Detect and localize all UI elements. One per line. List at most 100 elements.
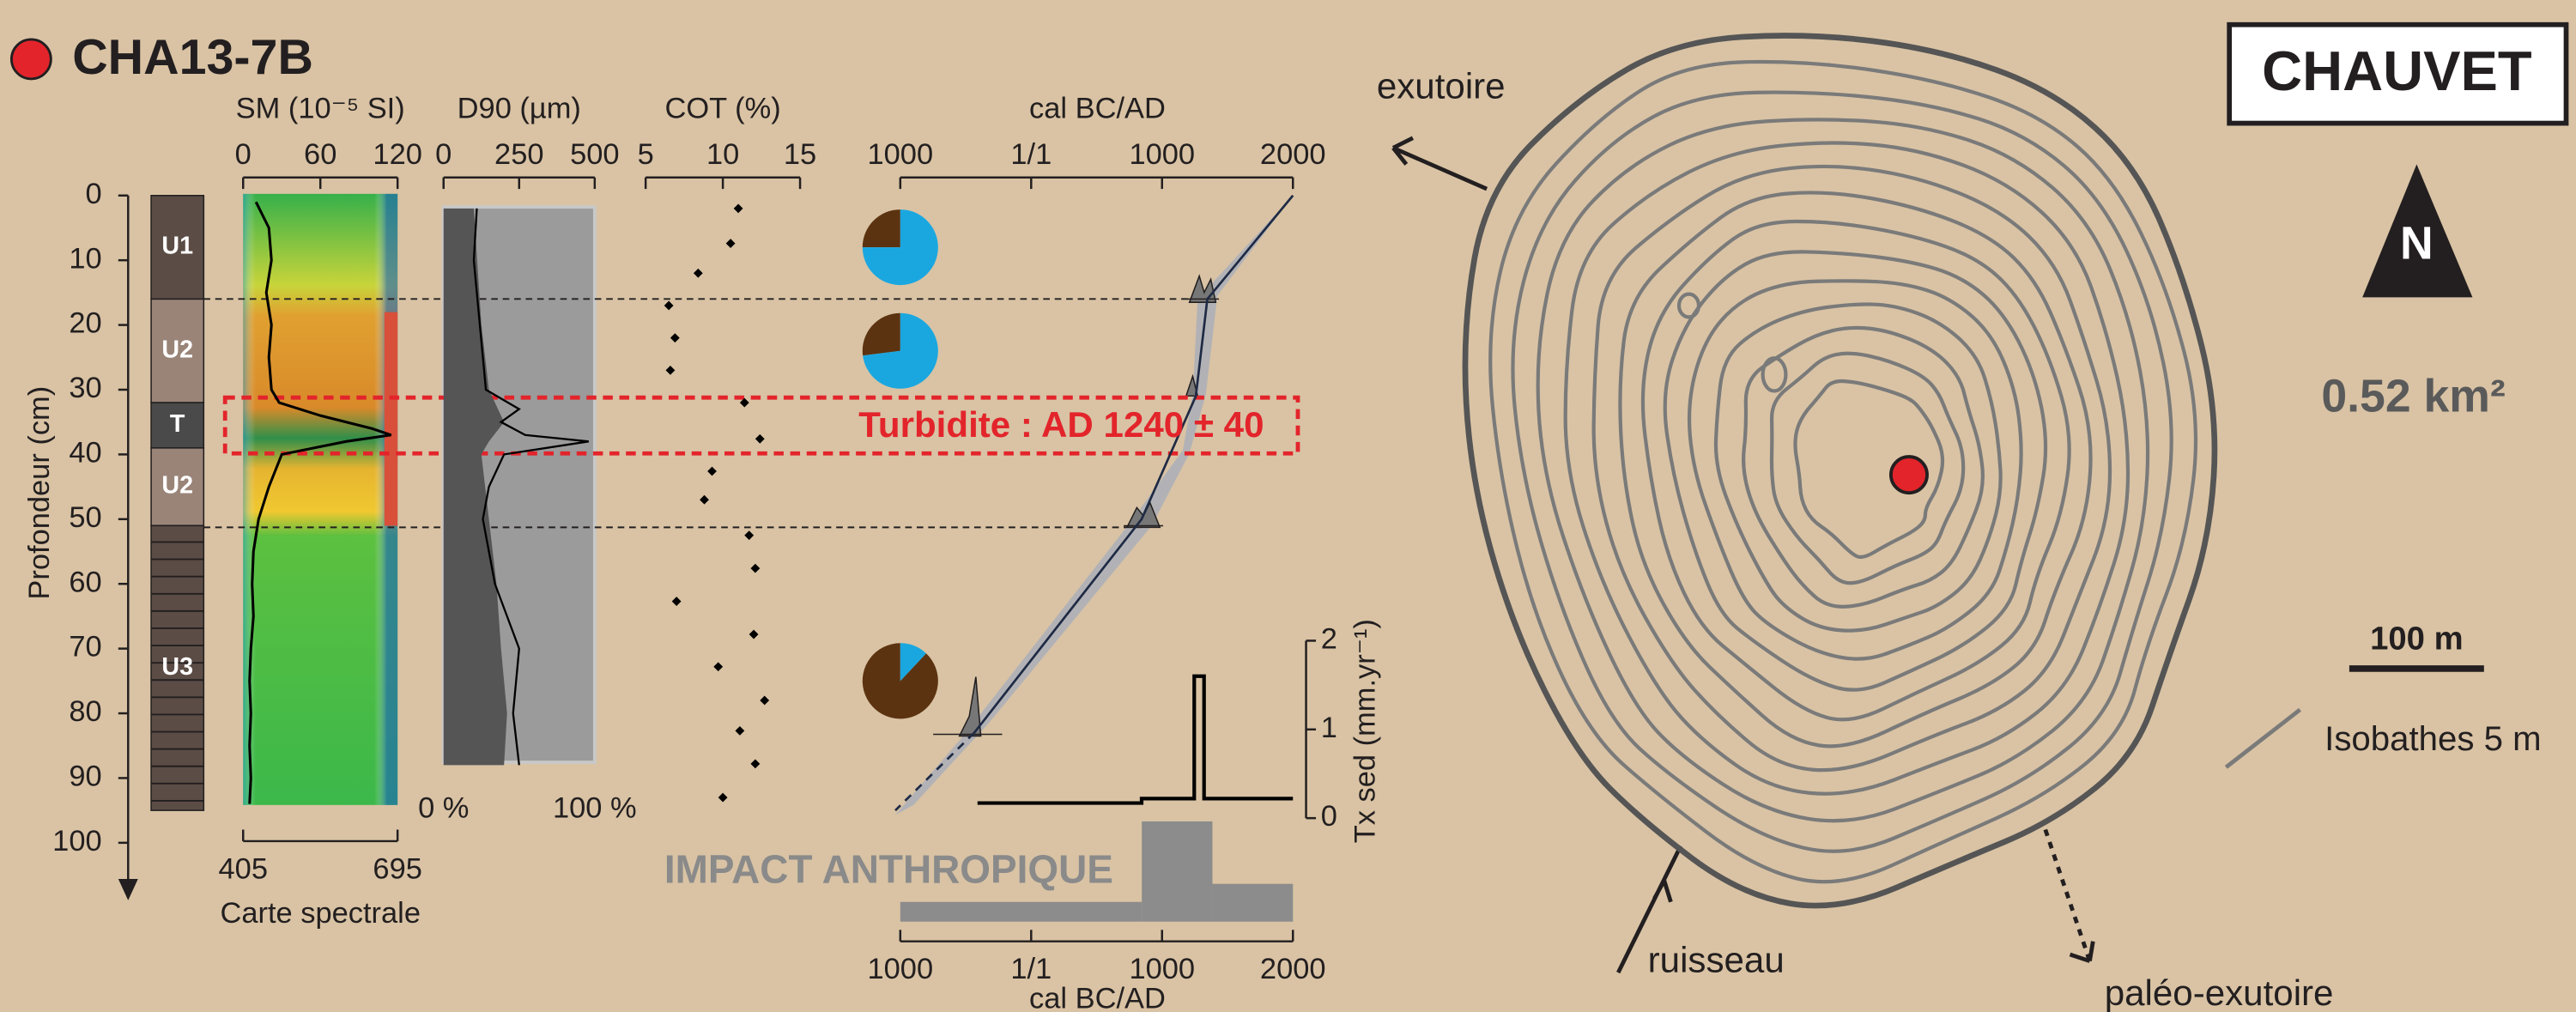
tick-label: 695 — [373, 852, 421, 885]
isobath — [1663, 250, 2048, 692]
lithology-unit — [150, 447, 205, 527]
tick-label: 100 % — [553, 792, 637, 825]
north-label: N — [2400, 217, 2434, 269]
tick-label: 10 — [706, 138, 739, 171]
outlet-arrow — [1391, 136, 1488, 191]
pie-slice — [862, 209, 900, 248]
age-extrapolation — [894, 731, 975, 812]
panel-title: COT (%) — [665, 92, 781, 124]
isobath — [1713, 302, 2003, 633]
isobath — [1488, 59, 2198, 884]
fraction-area — [443, 208, 507, 766]
isobath — [1618, 191, 2093, 748]
age-model — [973, 194, 1294, 734]
tick-label: 0 — [1321, 800, 1337, 833]
pie-slice — [900, 643, 926, 682]
cot-point — [671, 597, 682, 606]
tick-label: 100 — [52, 825, 101, 857]
isobath-legend: Isobathes 5 m — [2324, 719, 2541, 758]
unit-label: U2 — [161, 336, 193, 363]
lithology-unit — [150, 298, 205, 403]
stream-arrow — [1616, 845, 1683, 974]
tick-label: 1000 — [1129, 953, 1195, 985]
tick-label: 405 — [219, 852, 268, 885]
tick-label: 40 — [69, 436, 101, 469]
tick-label: 1000 — [1129, 138, 1195, 171]
isobath — [1761, 356, 1788, 393]
cot-point — [749, 629, 759, 639]
turbidite-label: Turbidite : AD 1240 ± 40 — [858, 404, 1264, 445]
tick-label: 70 — [69, 631, 101, 664]
paleo-outlet-head — [2069, 941, 2095, 963]
pie-slice — [863, 312, 938, 389]
lake-area: 0.52 km² — [2321, 370, 2505, 421]
tick-label: 2000 — [1260, 953, 1326, 985]
unit-label: U3 — [161, 653, 193, 681]
tick-label: 5 — [638, 138, 654, 171]
panel-label: Carte spectrale — [220, 897, 421, 930]
tick-label: 30 — [69, 372, 101, 404]
isobath — [1563, 141, 2131, 796]
tick-label: 120 — [373, 138, 421, 171]
unit-label: U2 — [161, 472, 193, 500]
tick-label: 500 — [570, 138, 619, 171]
north-arrow — [2362, 164, 2473, 298]
paleo-outlet-arrow — [2043, 828, 2092, 962]
stream-label: ruisseau — [1648, 940, 1785, 980]
cot-point — [713, 662, 724, 672]
paleo-outlet-label: paléo-exutoire — [2105, 973, 2334, 1012]
cot-point — [735, 725, 745, 736]
isobath — [1676, 292, 1701, 319]
isobath — [1742, 325, 1985, 609]
cot-point — [750, 563, 761, 573]
lake-box — [2227, 21, 2569, 126]
tick-label: 1 — [1321, 712, 1337, 744]
spectral-strip — [384, 312, 398, 526]
map: exutoire ruisseau paléo-exutoire N 0.52 … — [1377, 33, 2542, 1012]
age-envelope — [895, 195, 1294, 815]
tick-label: 0 — [435, 138, 452, 171]
lithology-unit — [150, 402, 205, 449]
cot-point — [707, 466, 717, 476]
panel-title: SM (10⁻⁵ SI) — [236, 92, 405, 124]
panel-title: D90 (µm) — [458, 92, 581, 124]
tick-label: 0 — [235, 138, 252, 171]
isobath — [1769, 351, 1966, 585]
turbidite-band — [222, 395, 1300, 456]
tick-label: 1/1 — [1010, 953, 1052, 985]
sm-line — [248, 201, 392, 804]
panel-title: cal BC/AD — [1029, 92, 1166, 124]
cot-point — [665, 365, 676, 375]
isobath — [1536, 118, 2150, 823]
cot-point — [755, 433, 765, 444]
isobath — [1511, 90, 2173, 853]
lithology-unit — [150, 524, 205, 811]
tick-label: 2000 — [1260, 138, 1326, 171]
cot-point — [750, 759, 761, 769]
tick-label: 80 — [69, 695, 101, 728]
isobath — [1640, 219, 2071, 722]
outlet-label: exutoire — [1377, 65, 1506, 106]
cot-point — [664, 300, 674, 311]
cot-point — [733, 203, 743, 214]
cot-point — [670, 333, 680, 343]
scale-label: 100 m — [2370, 621, 2464, 657]
cot-point — [739, 397, 749, 408]
isobath-legend-line — [2224, 707, 2301, 769]
tick-label: 2 — [1321, 623, 1337, 656]
core-name: CHA13-7B — [72, 30, 313, 85]
tick-label: 1000 — [868, 138, 934, 171]
cot-point — [718, 792, 728, 803]
tick-label: 60 — [69, 566, 101, 598]
cot-point — [744, 530, 755, 541]
depth-label: Profondeur (cm) — [23, 386, 56, 600]
y2-label: Tx sed (mm.yr⁻¹) — [1349, 619, 1381, 843]
tick-label: 50 — [69, 501, 101, 534]
isobath — [1591, 164, 2112, 773]
impact-label: IMPACT ANTHROPIQUE — [664, 846, 1113, 891]
pie-slice — [862, 643, 938, 719]
panel-label: cal BC/AD — [1029, 983, 1166, 1012]
tick-label: 60 — [304, 138, 336, 171]
